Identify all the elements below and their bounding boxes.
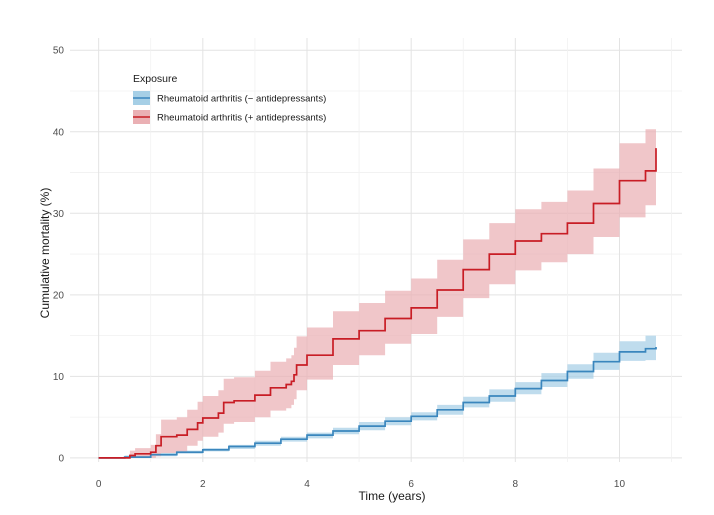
legend: Exposure Rheumatoid arthritis (− antidep… (133, 73, 326, 124)
y-tick-label: 0 (58, 453, 64, 464)
y-axis-title: Cumulative mortality (%) (38, 188, 52, 319)
legend-label-minus: Rheumatoid arthritis (− antidepressants) (157, 94, 326, 105)
series-line-minus (98, 347, 657, 459)
x-tick-label: 0 (96, 479, 102, 490)
legend-item-plus: Rheumatoid arthritis (+ antidepressants) (133, 110, 326, 124)
grid-lines (70, 38, 682, 462)
y-tick-label: 40 (53, 127, 65, 138)
x-axis-ticks: 0 2 4 6 8 10 (96, 479, 626, 490)
x-axis-title: Time (years) (359, 489, 426, 503)
y-tick-label: 20 (53, 290, 65, 301)
legend-title: Exposure (133, 73, 178, 85)
legend-item-minus: Rheumatoid arthritis (− antidepressants) (133, 91, 326, 105)
y-tick-label: 50 (53, 46, 65, 57)
y-tick-label: 30 (53, 209, 65, 220)
series-lines (98, 148, 657, 459)
y-axis-ticks: 0 10 20 30 40 50 (53, 46, 65, 465)
series-line-plus (98, 148, 657, 459)
x-tick-label: 8 (513, 479, 519, 490)
legend-label-plus: Rheumatoid arthritis (+ antidepressants) (157, 113, 326, 124)
x-tick-label: 10 (614, 479, 626, 490)
y-tick-label: 10 (53, 372, 65, 383)
x-tick-label: 6 (408, 479, 414, 490)
x-tick-label: 2 (200, 479, 206, 490)
x-tick-label: 4 (304, 479, 310, 490)
